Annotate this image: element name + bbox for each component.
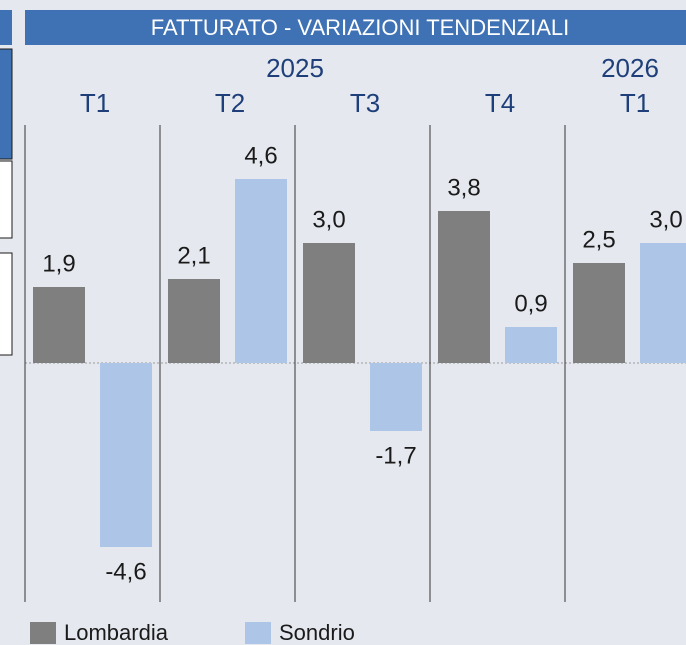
title-bar: [25, 10, 686, 45]
x-tick-label: T2: [215, 88, 245, 118]
legend-label: Sondrio: [279, 620, 355, 645]
data-label: 3,8: [447, 174, 480, 201]
bar: [168, 279, 220, 363]
bar: [100, 363, 152, 547]
bar: [640, 243, 686, 363]
data-label: 3,0: [312, 206, 345, 233]
bar: [303, 243, 355, 363]
x-tick-label: T1: [80, 88, 110, 118]
data-label: 3,0: [649, 206, 682, 233]
data-label: 2,5: [582, 226, 615, 253]
year-label: 2025: [266, 53, 324, 83]
bar: [505, 327, 557, 363]
data-label: -4,6: [105, 558, 146, 585]
side-panel-header: [0, 10, 12, 45]
bar: [573, 263, 625, 363]
data-label: 1,9: [42, 250, 75, 277]
year-label: 2026: [601, 53, 659, 83]
bar: [33, 287, 85, 363]
bar: [438, 211, 490, 363]
bar: [370, 363, 422, 431]
side-panel-box: [0, 160, 13, 239]
bar: [235, 179, 287, 363]
x-tick-label: T1: [620, 88, 650, 118]
data-label: 4,6: [244, 142, 277, 169]
side-panel-box: [0, 48, 13, 160]
side-panel-box: [0, 252, 13, 356]
data-label: -1,7: [375, 442, 416, 469]
x-tick-label: T4: [485, 88, 515, 118]
chart-title: FATTURATO - VARIAZIONI TENDENZIALI: [151, 15, 569, 40]
x-tick-label: T3: [350, 88, 380, 118]
data-label: 2,1: [177, 242, 210, 269]
data-label: 0,9: [514, 290, 547, 317]
legend-swatch: [245, 622, 271, 644]
legend-label: Lombardia: [64, 620, 169, 645]
legend-swatch: [30, 622, 56, 644]
